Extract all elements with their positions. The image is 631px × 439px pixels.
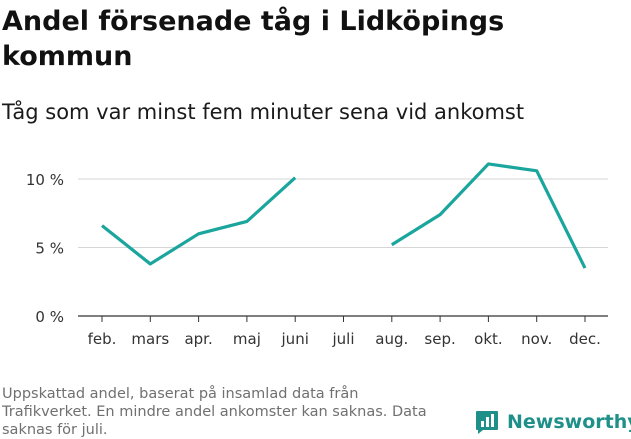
chart-subtitle: Tåg som var minst fem minuter sena vid a…	[2, 100, 525, 124]
x-tick-label: dec.	[569, 330, 601, 348]
chart-title: Andel försenade tåg i Lidköpings kommun	[2, 6, 505, 72]
x-tick-label: maj	[233, 330, 261, 348]
line-chart: 0 % 5 % 10 % feb. mars apr. maj juni juli aug. se…	[26, 162, 608, 348]
series-lines	[101, 162, 587, 269]
x-axis: feb. mars apr. maj juni juli aug. sep. okt. nov. d…	[78, 315, 608, 348]
y-tick-label: 5 %	[35, 240, 64, 258]
x-tick-label: nov.	[521, 330, 552, 348]
x-tick-label: apr.	[184, 330, 212, 348]
gridlines	[78, 178, 608, 248]
x-tick-label: feb.	[88, 330, 117, 348]
x-tick-label: mars	[131, 330, 169, 348]
series-line-segment	[390, 162, 587, 269]
y-tick-label: 0 %	[35, 308, 64, 326]
brand-name: Newsworthy	[507, 411, 631, 433]
x-tick-label: juli	[331, 330, 354, 348]
brand-logo[interactable]: Newsworthy	[474, 409, 631, 435]
series-line-segment	[101, 176, 297, 266]
y-axis-tick-labels: 0 % 5 % 10 %	[26, 171, 64, 326]
x-tick-label: juni	[281, 330, 309, 348]
x-tick-label: aug.	[375, 330, 408, 348]
chart-footnote: Uppskattad andel, baserat på insamlad da…	[2, 386, 427, 438]
y-tick-label: 10 %	[26, 171, 64, 189]
x-tick-label: okt.	[474, 330, 503, 348]
x-tick-label: sep.	[424, 330, 455, 348]
newsworthy-logo-icon	[476, 411, 498, 434]
